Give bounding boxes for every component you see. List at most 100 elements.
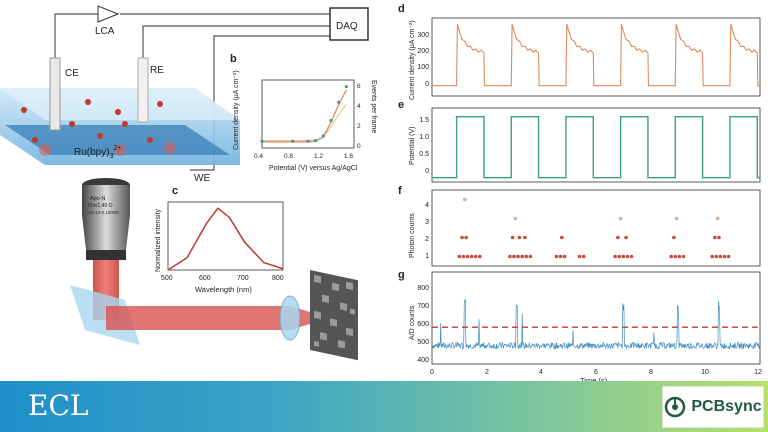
lca-label: LCA [95,26,115,37]
panel-f-photon-point [508,254,512,259]
panel-g-frame [431,271,761,365]
panel-g-xtick: 0 [430,369,434,376]
panel-f-photon-point [523,235,527,240]
panel-b-y2tick: 4 [357,103,361,110]
panel-d-current-trace [432,24,760,87]
panel-b-xlabel: Potential (V) versus Ag/AgCl [269,165,358,172]
panel-f-frame [431,189,761,267]
panel-f-photon-point [714,254,719,259]
panel-f-plot [457,197,731,259]
panel-f-photon-point [621,254,626,259]
panel-f-photon-point [524,254,529,259]
panel-b-event-point [337,100,341,104]
panel-f-photon-point [562,254,567,259]
panel-g-ytick: 500 [417,339,429,346]
panel-f-photon-point [618,216,623,221]
panel-d: d Current density (μA cm⁻²) 300 200 100 … [398,3,761,100]
light-beam-horizontal [106,306,330,330]
panel-e: e Potential (V) 1.5 1.0 0.5 0 [398,99,761,183]
lca-amplifier-icon [97,5,120,23]
panel-g-xlabel: Time (s) [580,376,608,385]
panel-f-photon-point [516,254,520,259]
panel-d-ytick: 100 [417,64,429,71]
panel-e-frame [431,107,761,183]
footer-banner: ECL PCBsync [0,381,768,432]
panel-c-plot [167,207,284,271]
panel-f-photon-point [617,254,622,259]
panel-f-photon-point [672,235,676,240]
panel-c: c Normalized intensity Wavelength (nm) 5… [155,185,284,294]
panel-b-current-line-2 [262,103,347,142]
panel-f-ytick: 4 [425,202,429,209]
panel-g-ytick: 800 [417,285,429,292]
panel-f-photon-point [560,235,564,240]
ecl-emission-spots [39,142,176,156]
panel-b-frame [261,79,355,149]
panel-f-photon-point [558,254,563,259]
panel-f-photon-point [461,254,466,259]
panel-f-photon-point [710,254,714,259]
panel-b-event-point [314,138,318,143]
panel-f-photon-point [717,235,721,240]
panel-f-ytick: 1 [425,253,429,260]
panel-g-xtick: 2 [485,369,489,376]
panel-b-letter: b [230,53,237,65]
panel-f-photon-point [722,254,727,259]
panel-d-frame [431,17,761,97]
panel-c-xlabel: Wavelength (nm) [195,285,252,294]
pcb-chip-icon [665,396,686,418]
panel-f-photon-point [715,216,720,221]
ru-molecules [21,99,163,143]
panel-b-xtick: 0.8 [284,153,293,160]
panel-f-photon-point [478,254,482,259]
panel-f-photon-point [625,254,630,259]
panel-c-ylabel: Normalized intensity [155,208,162,272]
panel-b-y2tick: 6 [357,83,361,90]
panel-e-letter: e [398,99,404,111]
panel-f-photon-point [681,254,686,259]
re-electrode [137,57,149,123]
panel-f-photon-point [669,254,673,259]
panel-f: f Photon counts 4 3 2 1 [398,185,761,267]
panel-d-ytick: 200 [417,48,429,55]
panel-f-ytick: 2 [425,236,429,243]
panel-b-ylabel: Current density (μA cm⁻²) [233,70,240,150]
panel-g-xtick: 10 [701,369,709,376]
brand-logo[interactable]: PCBsync [662,386,764,428]
panel-g: g A/D counts 800 700 600 500 400 0 2 4 6… [398,269,762,385]
panel-f-photon-point [517,235,522,240]
brand-name: PCBsync [691,398,762,415]
panel-e-ytick: 0 [425,168,429,175]
panel-b-y2tick: 2 [357,123,361,130]
panel-g-xtick: 6 [594,369,598,376]
panel-f-photon-point [465,254,470,259]
ru-label: Ru(bpy)32+ [74,145,121,160]
panel-b-event-point [321,134,325,138]
panel-f-photon-point [513,216,518,221]
re-label: RE [150,65,164,76]
panel-f-letter: f [398,185,402,197]
panel-b-event-point [329,118,333,123]
panel-b-event-point [260,139,264,143]
panel-e-ytick: 1.5 [419,117,429,124]
panel-c-xtick: 600 [199,275,211,282]
panel-f-photon-point [677,254,682,259]
banner-title: ECL [28,389,89,422]
panel-b-current-line [262,89,347,143]
panel-f-photon-point [510,235,515,240]
panel-b-xtick: 1.6 [344,153,353,160]
panel-f-photon-point [464,235,468,240]
panel-b-plot [260,85,348,143]
panel-e-ylabel: Potential (V) [409,126,416,165]
we-label: WE [194,173,210,184]
panel-f-photon-point [469,254,474,259]
panel-c-xtick: 500 [161,275,173,282]
camera-detector [310,270,358,361]
panel-f-photon-point [616,235,620,240]
panel-f-photon-point [613,254,617,259]
panel-f-ytick: 3 [425,219,429,226]
panel-b-event-point [291,139,295,143]
panel-f-ylabel: Photon counts [409,213,416,258]
objective-text-3: ∞/0.13-0.19/WD [87,210,120,215]
